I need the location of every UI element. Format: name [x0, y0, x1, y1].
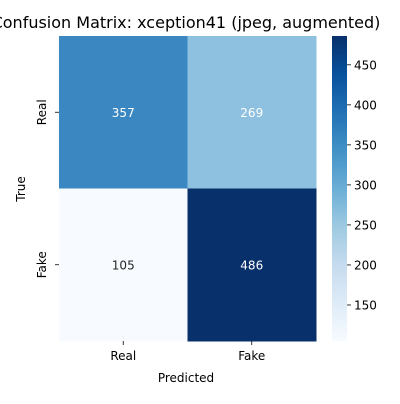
chart-title: Confusion Matrix: xception41 (jpeg, augm… [0, 13, 380, 32]
colorbar-tick-label: 200 [354, 258, 377, 272]
cell-value-label: 269 [240, 106, 263, 120]
heatmap-cells [59, 36, 317, 342]
y-axis-ticks: Real Fake [35, 99, 59, 278]
x-axis-label: Predicted [158, 371, 214, 385]
heatmap-cell-real-real [59, 36, 188, 189]
colorbar [332, 36, 347, 341]
x-axis-ticks: Real Fake [110, 341, 265, 363]
heatmap-cell-fake-real [59, 188, 188, 342]
y-tick-label: Real [35, 99, 49, 125]
colorbar-tick-label: 250 [354, 218, 377, 232]
cell-value-label: 486 [240, 258, 263, 272]
y-tick-label: Fake [35, 251, 49, 278]
cell-value-label: 357 [112, 106, 135, 120]
colorbar-tick-label: 150 [354, 298, 377, 312]
x-tick-label: Real [110, 349, 136, 363]
cell-value-label: 105 [112, 258, 135, 272]
colorbar-tick-label: 450 [354, 58, 377, 72]
y-axis-label: True [14, 176, 28, 203]
colorbar-tick-label: 350 [354, 138, 377, 152]
colorbar-tick-label: 300 [354, 178, 377, 192]
colorbar-tick-label: 400 [354, 98, 377, 112]
heatmap-cell-real-fake [187, 36, 317, 189]
x-tick-label: Fake [238, 349, 265, 363]
heatmap-cell-labels: 357 269 105 486 [112, 106, 263, 273]
heatmap-cell-fake-fake [187, 188, 317, 342]
colorbar-ticks: 150 200 250 300 350 400 450 [347, 58, 377, 312]
